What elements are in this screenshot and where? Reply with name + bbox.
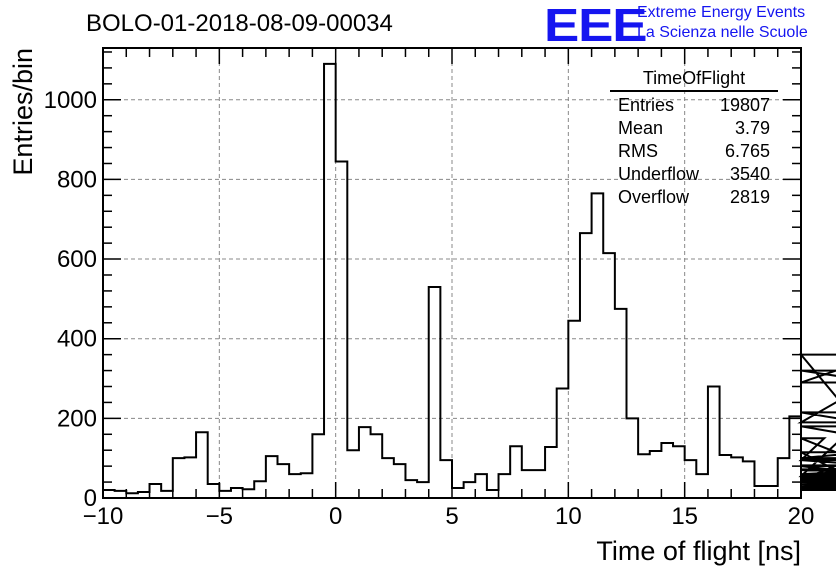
x-tick-label: 0 — [329, 503, 342, 530]
stats-row-entries: Entries 19807 — [610, 94, 778, 117]
stats-label: Entries — [618, 95, 675, 115]
stats-row-rms: RMS 6.765 — [610, 140, 778, 163]
stats-row-mean: Mean 3.79 — [610, 117, 778, 140]
eee-logo: EEE — [544, 0, 648, 51]
stats-value: 19807 — [719, 95, 770, 115]
stats-row-underflow: Underflow 3540 — [610, 163, 778, 186]
stats-value: 6.765 — [724, 141, 770, 161]
x-tick-label: −5 — [206, 503, 233, 530]
grid-lines — [103, 48, 801, 498]
x-tick-labels: −10 −5 0 5 10 15 20 — [83, 503, 815, 530]
page-title: BOLO-01-2018-08-09-00034 — [86, 10, 393, 37]
x-tick-label: −10 — [83, 503, 124, 530]
stats-box: TimeOfFlight Entries 19807 Mean 3.79 RMS 6.… — [610, 68, 778, 209]
y-tick-label: 800 — [57, 166, 97, 193]
x-tick-label: 15 — [671, 503, 698, 530]
axis-ticks — [102, 48, 802, 499]
x-tick-label: 20 — [788, 503, 815, 530]
stats-label: RMS — [618, 141, 658, 161]
y-tick-label: 200 — [57, 405, 97, 432]
stats-value: 2819 — [729, 187, 770, 207]
stats-title: TimeOfFlight — [610, 68, 778, 92]
x-tick-label: 5 — [445, 503, 458, 530]
logo-caption-line1: Extreme Energy Events — [637, 4, 806, 21]
stats-value: 3.79 — [734, 118, 770, 138]
stats-label: Underflow — [618, 164, 700, 184]
x-tick-label: 10 — [555, 503, 582, 530]
histogram-line — [102, 62, 836, 498]
y-tick-label: 400 — [57, 326, 97, 353]
y-tick-label: 600 — [57, 246, 97, 273]
stats-label: Mean — [618, 118, 664, 138]
y-tick-label: 0 — [84, 485, 97, 512]
stats-row-overflow: Overflow 2819 — [610, 186, 778, 209]
x-axis-label: Time of flight [ns] — [596, 536, 801, 566]
logo-caption-line2: La Scienza nelle Scuole — [637, 24, 808, 41]
stats-value: 3540 — [729, 164, 770, 184]
stats-label: Overflow — [618, 187, 690, 207]
y-tick-labels: 0 200 400 600 800 1000 — [44, 87, 97, 512]
y-axis-label: Entries/bin — [8, 48, 38, 176]
logo-caption: Extreme Energy Events La Scienza nelle S… — [637, 3, 808, 43]
y-tick-label: 1000 — [44, 87, 97, 114]
